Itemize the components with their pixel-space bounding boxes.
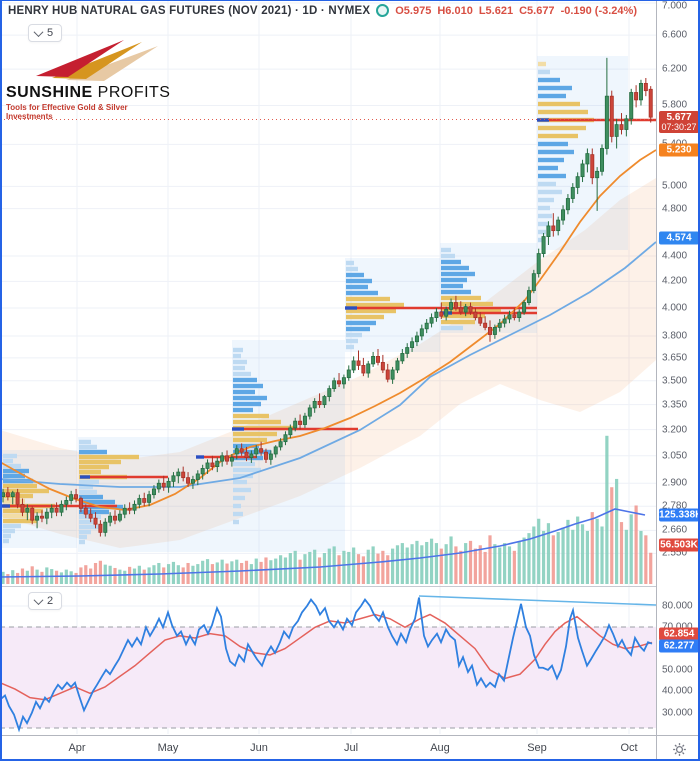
oscillator-trendline [418, 595, 656, 606]
price-tick-label: 4.400 [662, 250, 688, 262]
slow-ma-line [0, 241, 656, 488]
oscillator-tick-label: 50.000 [662, 664, 693, 676]
price-tick-label: 3.650 [662, 352, 688, 364]
symbol-title[interactable]: HENRY HUB NATURAL GAS FUTURES (NOV 2021)… [8, 4, 371, 17]
price-tick-label: 2.780 [662, 500, 688, 512]
month-label[interactable]: Oct [620, 742, 638, 754]
price-tick-label: 2.660 [662, 524, 688, 536]
price-tick-label: 7.000 [662, 0, 688, 12]
window-border-bottom [0, 759, 700, 761]
price-tick-label: 3.200 [662, 424, 688, 436]
osc-pane-indicator-count: 2 [47, 595, 54, 607]
price-tick-label: 5.000 [662, 180, 688, 192]
ohlc-open: O5.975 [395, 4, 432, 17]
oscillator-tick-label: 40.000 [662, 685, 693, 697]
chevron-down-icon [33, 594, 44, 605]
ohlc-close: C5.677 [519, 4, 555, 17]
main-pane-indicators-toggle[interactable]: 5 [28, 24, 63, 42]
oscillator-value-label: 62.277 [659, 639, 699, 653]
candles [0, 57, 653, 537]
month-label[interactable]: May [157, 742, 179, 754]
stochastic-k-line [0, 597, 653, 733]
price-value-label: 4.574 [659, 231, 699, 245]
gear-icon[interactable] [672, 742, 687, 757]
price-tick-label: 6.600 [662, 29, 688, 41]
window-border-left [0, 0, 2, 761]
price-tick-label: 4.200 [662, 275, 688, 287]
axis-settings-corner[interactable] [656, 735, 700, 761]
price-value-label: 5.677 07:30:27 [659, 111, 699, 133]
ma-envelope-band [0, 178, 656, 548]
oscillator-pane [0, 626, 656, 729]
price-value-label: 56.503K [659, 538, 699, 552]
market-status-icon[interactable] [376, 4, 390, 17]
price-tick-label: 3.800 [662, 330, 688, 342]
price-tick-label: 5.800 [662, 99, 688, 111]
volume-histogram [1, 435, 653, 584]
month-label[interactable]: Jun [250, 742, 268, 754]
price-axis[interactable]: 7.0006.6006.2005.8005.4005.0004.8004.400… [656, 0, 700, 735]
price-tick-label: 3.350 [662, 399, 688, 411]
price-tick-label: 2.550 [662, 547, 688, 559]
volume-ma-line [0, 508, 646, 578]
price-tick-label: 2.900 [662, 477, 688, 489]
price-tick-label: 4.000 [662, 302, 688, 314]
price-tick-label: 3.500 [662, 375, 688, 387]
chart-legend: HENRY HUB NATURAL GAS FUTURES (NOV 2021)… [8, 4, 637, 17]
logo-tagline: Tools for Effective Gold & Silver Invest… [6, 103, 128, 121]
oscillator-value-label: 62.854 [659, 627, 699, 641]
ohlc-high: H6.010 [437, 4, 473, 17]
oscillator-tick-label: 80.000 [662, 600, 693, 612]
price-value-label: 5.230 [659, 143, 699, 157]
oscillator-tick-label: 70.000 [662, 622, 693, 633]
price-and-oscillator-chart[interactable] [0, 0, 656, 735]
main-pane-indicator-count: 5 [47, 27, 54, 39]
month-label[interactable]: Aug [430, 742, 450, 754]
osc-pane-indicators-toggle[interactable]: 2 [28, 592, 63, 610]
fast-ma-line [0, 149, 656, 511]
month-label[interactable]: Jul [343, 742, 359, 754]
ohlc-low: L5.621 [478, 4, 514, 17]
window-border-right [698, 0, 700, 761]
price-value-label: 125.338K [659, 508, 700, 522]
price-tick-label: 4.800 [662, 203, 688, 215]
pane-separator[interactable] [0, 586, 656, 587]
logo-name: SUNSHINE PROFITS [6, 84, 171, 101]
month-label[interactable]: Sep [527, 742, 547, 754]
price-tick-label: 6.200 [662, 63, 688, 75]
logo-arrows-icon [36, 40, 158, 81]
price-tick-label: 3.050 [662, 450, 688, 462]
sunshine-profits-logo: SUNSHINE PROFITS Tools for Effective Gol… [6, 40, 171, 121]
ohlc-change: -0.190 (-3.24%) [560, 4, 637, 17]
oscillator-tick-label: 30.000 [662, 707, 693, 718]
time-axis[interactable]: Apr May Jun Jul Aug Sep Oct [0, 735, 656, 761]
chevron-down-icon [33, 26, 44, 37]
window-border-top [0, 0, 700, 1]
month-label[interactable]: Apr [68, 742, 86, 754]
chart-panes[interactable] [0, 0, 656, 735]
